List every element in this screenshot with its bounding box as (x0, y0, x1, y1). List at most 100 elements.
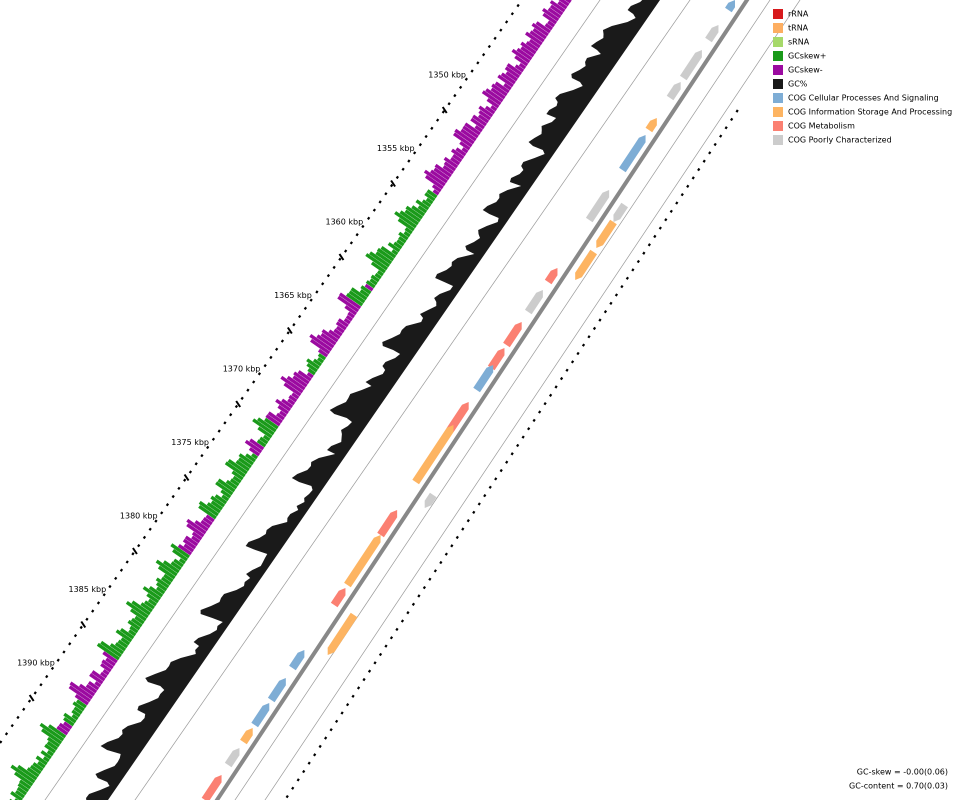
gc-skew-bar (394, 211, 417, 229)
gc-skew-bar (450, 156, 461, 166)
gc-skew-bar (564, 0, 572, 4)
gc-skew-bar (431, 184, 442, 193)
gc-skew-bar (360, 285, 372, 295)
gc-skew-bar (511, 48, 531, 64)
legend-label: COG Cellular Processes And Signaling (788, 94, 939, 103)
gc-skew-bar (369, 251, 391, 268)
gc-skew-bar (477, 114, 490, 124)
gc-skew-bar (398, 231, 409, 241)
gc-skew-bar (376, 247, 395, 262)
gene (619, 135, 646, 173)
gc-skew-bar (317, 357, 325, 364)
gc-skew-bar (245, 453, 257, 463)
gc-skew-bar (96, 642, 120, 661)
gc-skew-bar (535, 21, 551, 34)
gc-skew-bar (306, 358, 320, 370)
gc-skew-bar (198, 500, 219, 517)
gc-skew-bar (426, 189, 438, 199)
gc-skew-bar (183, 543, 195, 553)
gc-skew-bar (18, 779, 32, 790)
gc-skew-bar (257, 417, 277, 433)
gc-skew-bar (89, 673, 104, 685)
legend-swatch (773, 51, 783, 61)
gc-skew-bar (162, 560, 180, 574)
gc-skew-bar (434, 163, 452, 178)
gc-skew-bar (518, 62, 527, 70)
gc-skew-bar (544, 23, 554, 31)
gc-skew-bar (69, 681, 94, 700)
major-tick (286, 326, 293, 335)
gc-skew-bar (115, 629, 133, 643)
gc-skew-bar (337, 318, 349, 328)
gc-skew-bar (182, 538, 197, 550)
gc-skew-bar (365, 280, 376, 289)
gc-skew-bar (130, 608, 147, 622)
gc-skew-bar (375, 251, 393, 265)
gc-skew-bar (248, 447, 261, 457)
gc-skew-bar (525, 31, 543, 46)
gc-skew-bar (205, 514, 215, 523)
legend-swatch (773, 9, 783, 19)
scale-label: 1390 kbp (17, 659, 55, 668)
major-tick (235, 400, 242, 408)
gc-skew-bar (338, 292, 362, 310)
gc-skew-bar (348, 290, 366, 304)
gc-skew-bar (217, 478, 236, 493)
gc-skew-bar (549, 4, 564, 16)
gene (503, 322, 522, 348)
gc-skew-bar (186, 523, 205, 538)
gc-skew-bar (78, 683, 96, 697)
gc-skew-bar (514, 55, 529, 67)
ruler (0, 0, 524, 745)
gc-skew-bar (71, 709, 81, 718)
gc-skew-bar (516, 47, 533, 61)
scale-label: 1350 kbp (428, 71, 466, 80)
track-line (134, 0, 691, 800)
gc-skew-bar (40, 750, 52, 760)
gc-skew-bar (130, 617, 143, 628)
scale-label: 1365 kbp (274, 291, 312, 300)
gc-skew-bar (292, 375, 308, 388)
gene (201, 775, 222, 800)
scale-label: 1360 kbp (325, 218, 363, 227)
gc-skew-bar (443, 161, 457, 172)
gc-skew-bar (309, 333, 333, 352)
gc-skew-bar (191, 535, 201, 544)
gc-skew-bar (265, 414, 281, 427)
gc-skew-bar (335, 321, 347, 331)
gc-skew-bar (225, 479, 238, 490)
gc-skew-bar (403, 230, 411, 238)
gene (487, 348, 505, 371)
gc-skew-bar (85, 683, 98, 694)
gene (240, 728, 253, 745)
gc-skew-bar (221, 494, 230, 502)
gc-skew-bar (470, 117, 485, 130)
legend-label: GCskew+ (788, 52, 826, 61)
gc-skew-bar (481, 90, 502, 106)
gc-skew-bar (316, 334, 335, 349)
gene (224, 748, 240, 768)
gc-skew-bar (423, 169, 446, 187)
gc-skew-bar (119, 627, 135, 640)
legend-label: GC% (788, 80, 808, 89)
gc-skew-bar (490, 87, 506, 100)
gc-skew-bar (244, 439, 263, 454)
gc-skew-bar (257, 426, 273, 439)
gene (585, 190, 610, 223)
legend-swatch (773, 121, 783, 131)
gc-skew-bar (335, 325, 345, 334)
gc-skew-bar (310, 338, 331, 355)
gc-skew-bar (155, 577, 170, 589)
outer-ruler (283, 109, 739, 800)
scale-label: 1370 kbp (223, 365, 261, 374)
gene (524, 290, 543, 315)
gc-skew-bar (320, 332, 337, 346)
gc-skew-bar (430, 169, 448, 184)
backbone (214, 0, 750, 800)
gc-skew-bar (411, 205, 426, 217)
gc-skew-bar (32, 762, 44, 772)
gc-skew-bar (155, 586, 166, 595)
gc-skew-bar (160, 576, 172, 586)
gc-skew-bar (450, 148, 465, 160)
gene (327, 612, 358, 655)
